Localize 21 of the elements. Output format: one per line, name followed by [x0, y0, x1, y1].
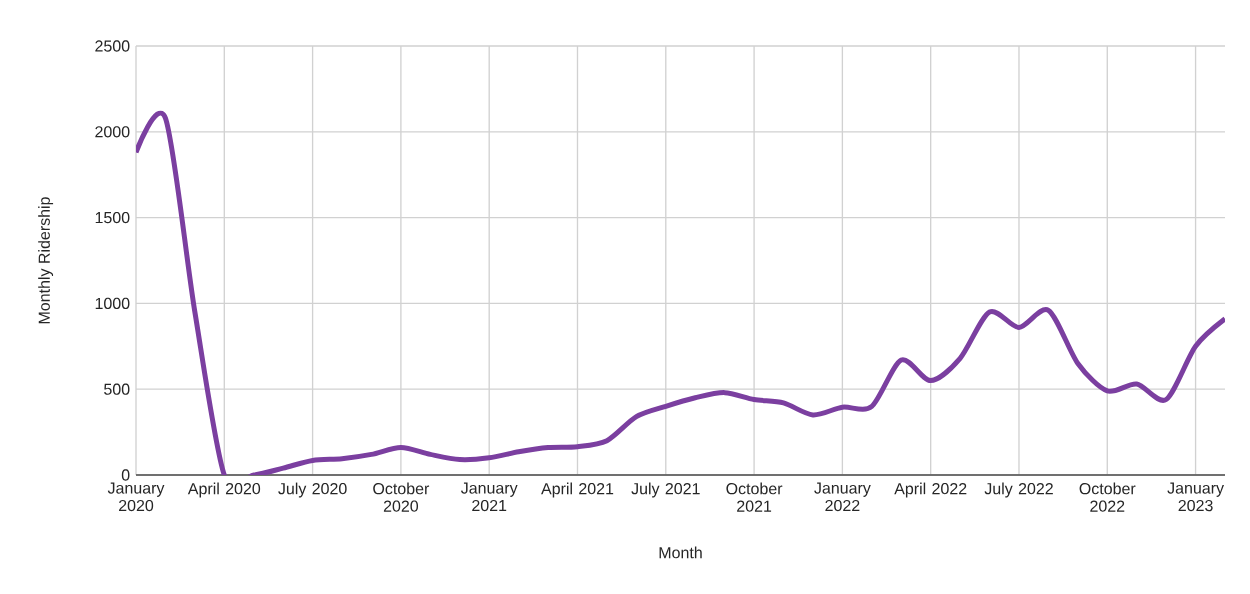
x-tick-label: April 2020 [187, 482, 261, 498]
x-tick-label: October 2022 [1079, 482, 1136, 512]
x-tick-label: January 2023 [1167, 482, 1225, 512]
x-tick-label: July 2022 [984, 482, 1053, 498]
y-tick-label: 1500 [95, 211, 130, 224]
y-axis-title: Monthly Ridership [38, 197, 54, 324]
x-tick-label: October 2021 [726, 482, 783, 512]
y-tick-label: 2500 [95, 40, 130, 52]
x-tick-label: July 2021 [631, 482, 700, 498]
y-tick-label: 1000 [95, 297, 130, 310]
x-tick-label: January 2020 [107, 482, 165, 512]
x-tick-label: October 2020 [373, 482, 430, 512]
x-tick-label: January 2021 [460, 482, 518, 512]
x-tick-label: January 2022 [814, 482, 871, 512]
y-tick-label: 0 [121, 469, 130, 481]
x-tick-label: July 2020 [278, 482, 347, 498]
x-tick-label: April 2021 [541, 482, 614, 498]
x-axis-title: Month [659, 546, 702, 559]
y-tick-label: 2000 [95, 126, 130, 138]
x-tick-label: April 2022 [894, 482, 967, 498]
y-tick-label: 500 [104, 383, 130, 395]
